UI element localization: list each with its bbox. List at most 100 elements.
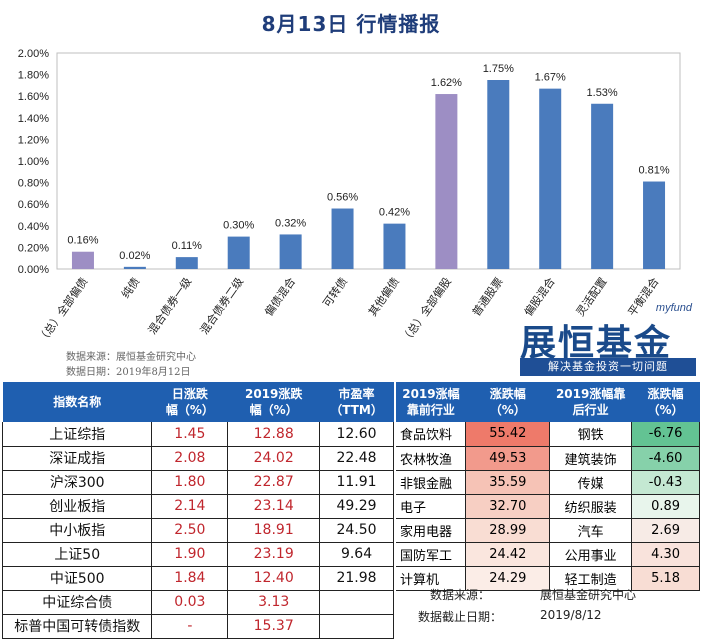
industry-table-row: 电子 32.70 纺织服装 0.89 xyxy=(396,494,700,519)
bar xyxy=(591,103,614,269)
industry-change-cell: 5.18 xyxy=(631,566,700,591)
index-value-cell: 12.40 xyxy=(227,566,321,591)
index-value-cell: 23.19 xyxy=(227,542,321,567)
index-value-cell: 12.88 xyxy=(227,422,321,447)
myfund-text: myfund xyxy=(655,302,692,314)
index-table-row: 中证500 1.84 12.40 21.98 xyxy=(1,566,394,591)
y-tick-label: 0.60% xyxy=(18,199,49,211)
category-label: 普通股票 xyxy=(469,275,506,319)
industry-name-cell: 汽车 xyxy=(549,518,633,543)
industry-change-cell: -4.60 xyxy=(631,446,700,471)
industry-name-cell: 传媒 xyxy=(549,470,633,495)
index-value-cell: 22.48 xyxy=(319,446,394,471)
plot-area xyxy=(56,52,681,270)
index-name-cell: 深证成指 xyxy=(1,446,153,471)
industry-table-row: 国防军工 24.42 公用事业 4.30 xyxy=(396,542,700,567)
data-label: 1.67% xyxy=(535,72,566,84)
chart-svg: 0.00% 0.20% 0.40% 0.60% 0.80% 1.00% 1.20% 1.40%… xyxy=(18,48,681,346)
data-label: 0.56% xyxy=(327,192,358,204)
industry-table-row: 计算机 24.29 轻工制造 5.18 xyxy=(396,566,700,591)
index-name-cell: 中证500 xyxy=(1,566,153,591)
index-table-header: 日涨跌 幅（%） xyxy=(151,382,228,422)
index-table-row: 沪深300 1.80 22.87 11.91 xyxy=(1,470,394,495)
index-value-cell: 3.13 xyxy=(227,590,321,615)
industry-change-cell: -0.43 xyxy=(631,470,700,495)
index-table-row: 上证综指 1.45 12.88 12.60 xyxy=(1,422,394,447)
data-label: 0.81% xyxy=(638,165,669,177)
y-tick-label: 1.60% xyxy=(18,91,49,103)
footer-date-label: 数据截止日期： xyxy=(418,610,503,624)
industry-change-cell: 28.99 xyxy=(465,518,551,543)
y-tick-label: 1.40% xyxy=(18,113,49,125)
bar xyxy=(227,236,250,269)
index-name-cell: 标普中国可转债指数 xyxy=(1,614,153,639)
index-table-row: 创业板指 2.14 23.14 49.29 xyxy=(1,494,394,519)
index-table-row: 深证成指 2.08 24.02 22.48 xyxy=(1,446,394,471)
index-value-cell: - xyxy=(151,614,229,639)
index-value-cell: 1.45 xyxy=(151,422,229,447)
index-name-cell: 沪深300 xyxy=(1,470,153,495)
data-label: 1.75% xyxy=(483,63,514,75)
date-label: 数据日期：2019年8月12日 xyxy=(66,367,191,378)
bar xyxy=(435,94,458,269)
index-table: 指数名称 日涨跌 幅（%） 2019涨跌 幅（%） 市盈率 （TTM） 上证综指 1.45 12… xyxy=(1,382,394,639)
y-tick-label: 0.80% xyxy=(18,178,49,190)
industry-change-cell: 24.29 xyxy=(465,566,551,591)
index-table-row: 标普中国可转债指数 -15.37 xyxy=(1,614,394,639)
industry-table-header: 2019涨幅 靠前行业 xyxy=(396,382,466,422)
bar xyxy=(539,88,562,269)
industry-name-cell: 非银金融 xyxy=(396,470,467,495)
industry-name-cell: 公用事业 xyxy=(549,542,633,567)
index-value-cell: 11.91 xyxy=(319,470,394,495)
bar xyxy=(331,208,354,269)
brand-logo: myfund 展恒基金 解决基金投资一切问题 xyxy=(512,302,702,380)
industry-change-cell: 49.53 xyxy=(465,446,551,471)
bar-chart: 0.00% 0.20% 0.40% 0.60% 0.80% 1.00% 1.20% 1.40%… xyxy=(0,40,702,380)
bar xyxy=(123,266,146,269)
index-value-cell: 2.08 xyxy=(151,446,229,471)
brand-slogan: 解决基金投资一切问题 xyxy=(520,358,696,376)
index-table-row: 中小板指 2.50 18.91 24.50 xyxy=(1,518,394,543)
index-table-header: 市盈率 （TTM） xyxy=(319,382,394,422)
industry-table-row: 农林牧渔 49.53 建筑装饰 -4.60 xyxy=(396,446,700,471)
industry-name-cell: 国防军工 xyxy=(396,542,467,567)
index-table-row: 中证综合债 0.03 3.13 xyxy=(1,590,394,615)
data-label: 0.02% xyxy=(119,250,150,262)
industry-table: 2019涨幅 靠前行业 涨跌幅 （%） 2019涨幅靠 后行业 涨跌幅 （%） 食品饮料 55.… xyxy=(396,382,700,591)
y-tick-label: 1.80% xyxy=(18,70,49,82)
y-tick-label: 0.00% xyxy=(18,264,49,276)
industry-change-cell: 32.70 xyxy=(465,494,551,519)
category-label: 纯债 xyxy=(118,275,142,301)
y-tick-label: 2.00% xyxy=(18,48,49,60)
industry-change-cell: -6.76 xyxy=(631,422,700,447)
index-value-cell: 9.64 xyxy=(319,542,394,567)
index-value-cell: 24.50 xyxy=(319,518,394,543)
industry-change-cell: 35.59 xyxy=(465,470,551,495)
index-name-cell: 中证综合债 xyxy=(1,590,153,615)
source-label: 数据来源：展恒基金研究中心 xyxy=(66,352,196,363)
industry-name-cell: 钢铁 xyxy=(549,422,633,447)
data-label: 0.11% xyxy=(172,240,203,252)
page-title: 8月13日 行情播报 xyxy=(261,12,441,36)
index-value-cell: 0.03 xyxy=(151,590,229,615)
footer-date-value: 2019/8/12 xyxy=(540,608,602,622)
index-value-cell: 22.87 xyxy=(227,470,321,495)
data-label: 0.30% xyxy=(223,220,254,232)
index-value-cell: 1.90 xyxy=(151,542,229,567)
industry-change-cell: 24.42 xyxy=(465,542,551,567)
index-name-cell: 中小板指 xyxy=(1,518,153,543)
index-value-cell: 15.37 xyxy=(227,614,321,639)
data-label: 1.53% xyxy=(587,87,618,99)
index-value-cell: 1.84 xyxy=(151,566,229,591)
index-value-cell: 2.14 xyxy=(151,494,229,519)
industry-name-cell: 家用电器 xyxy=(396,518,467,543)
industry-name-cell: 建筑装饰 xyxy=(549,446,633,471)
index-value-cell: 1.80 xyxy=(151,470,229,495)
index-value-cell: 49.29 xyxy=(319,494,394,519)
index-value-cell xyxy=(319,614,394,639)
industry-table-header: 2019涨幅靠 后行业 xyxy=(549,382,632,422)
category-label: （总）全部偏债 xyxy=(35,275,91,346)
bar xyxy=(487,80,510,269)
y-tick-label: 1.20% xyxy=(18,134,49,146)
industry-table-row: 家用电器 28.99 汽车 2.69 xyxy=(396,518,700,543)
